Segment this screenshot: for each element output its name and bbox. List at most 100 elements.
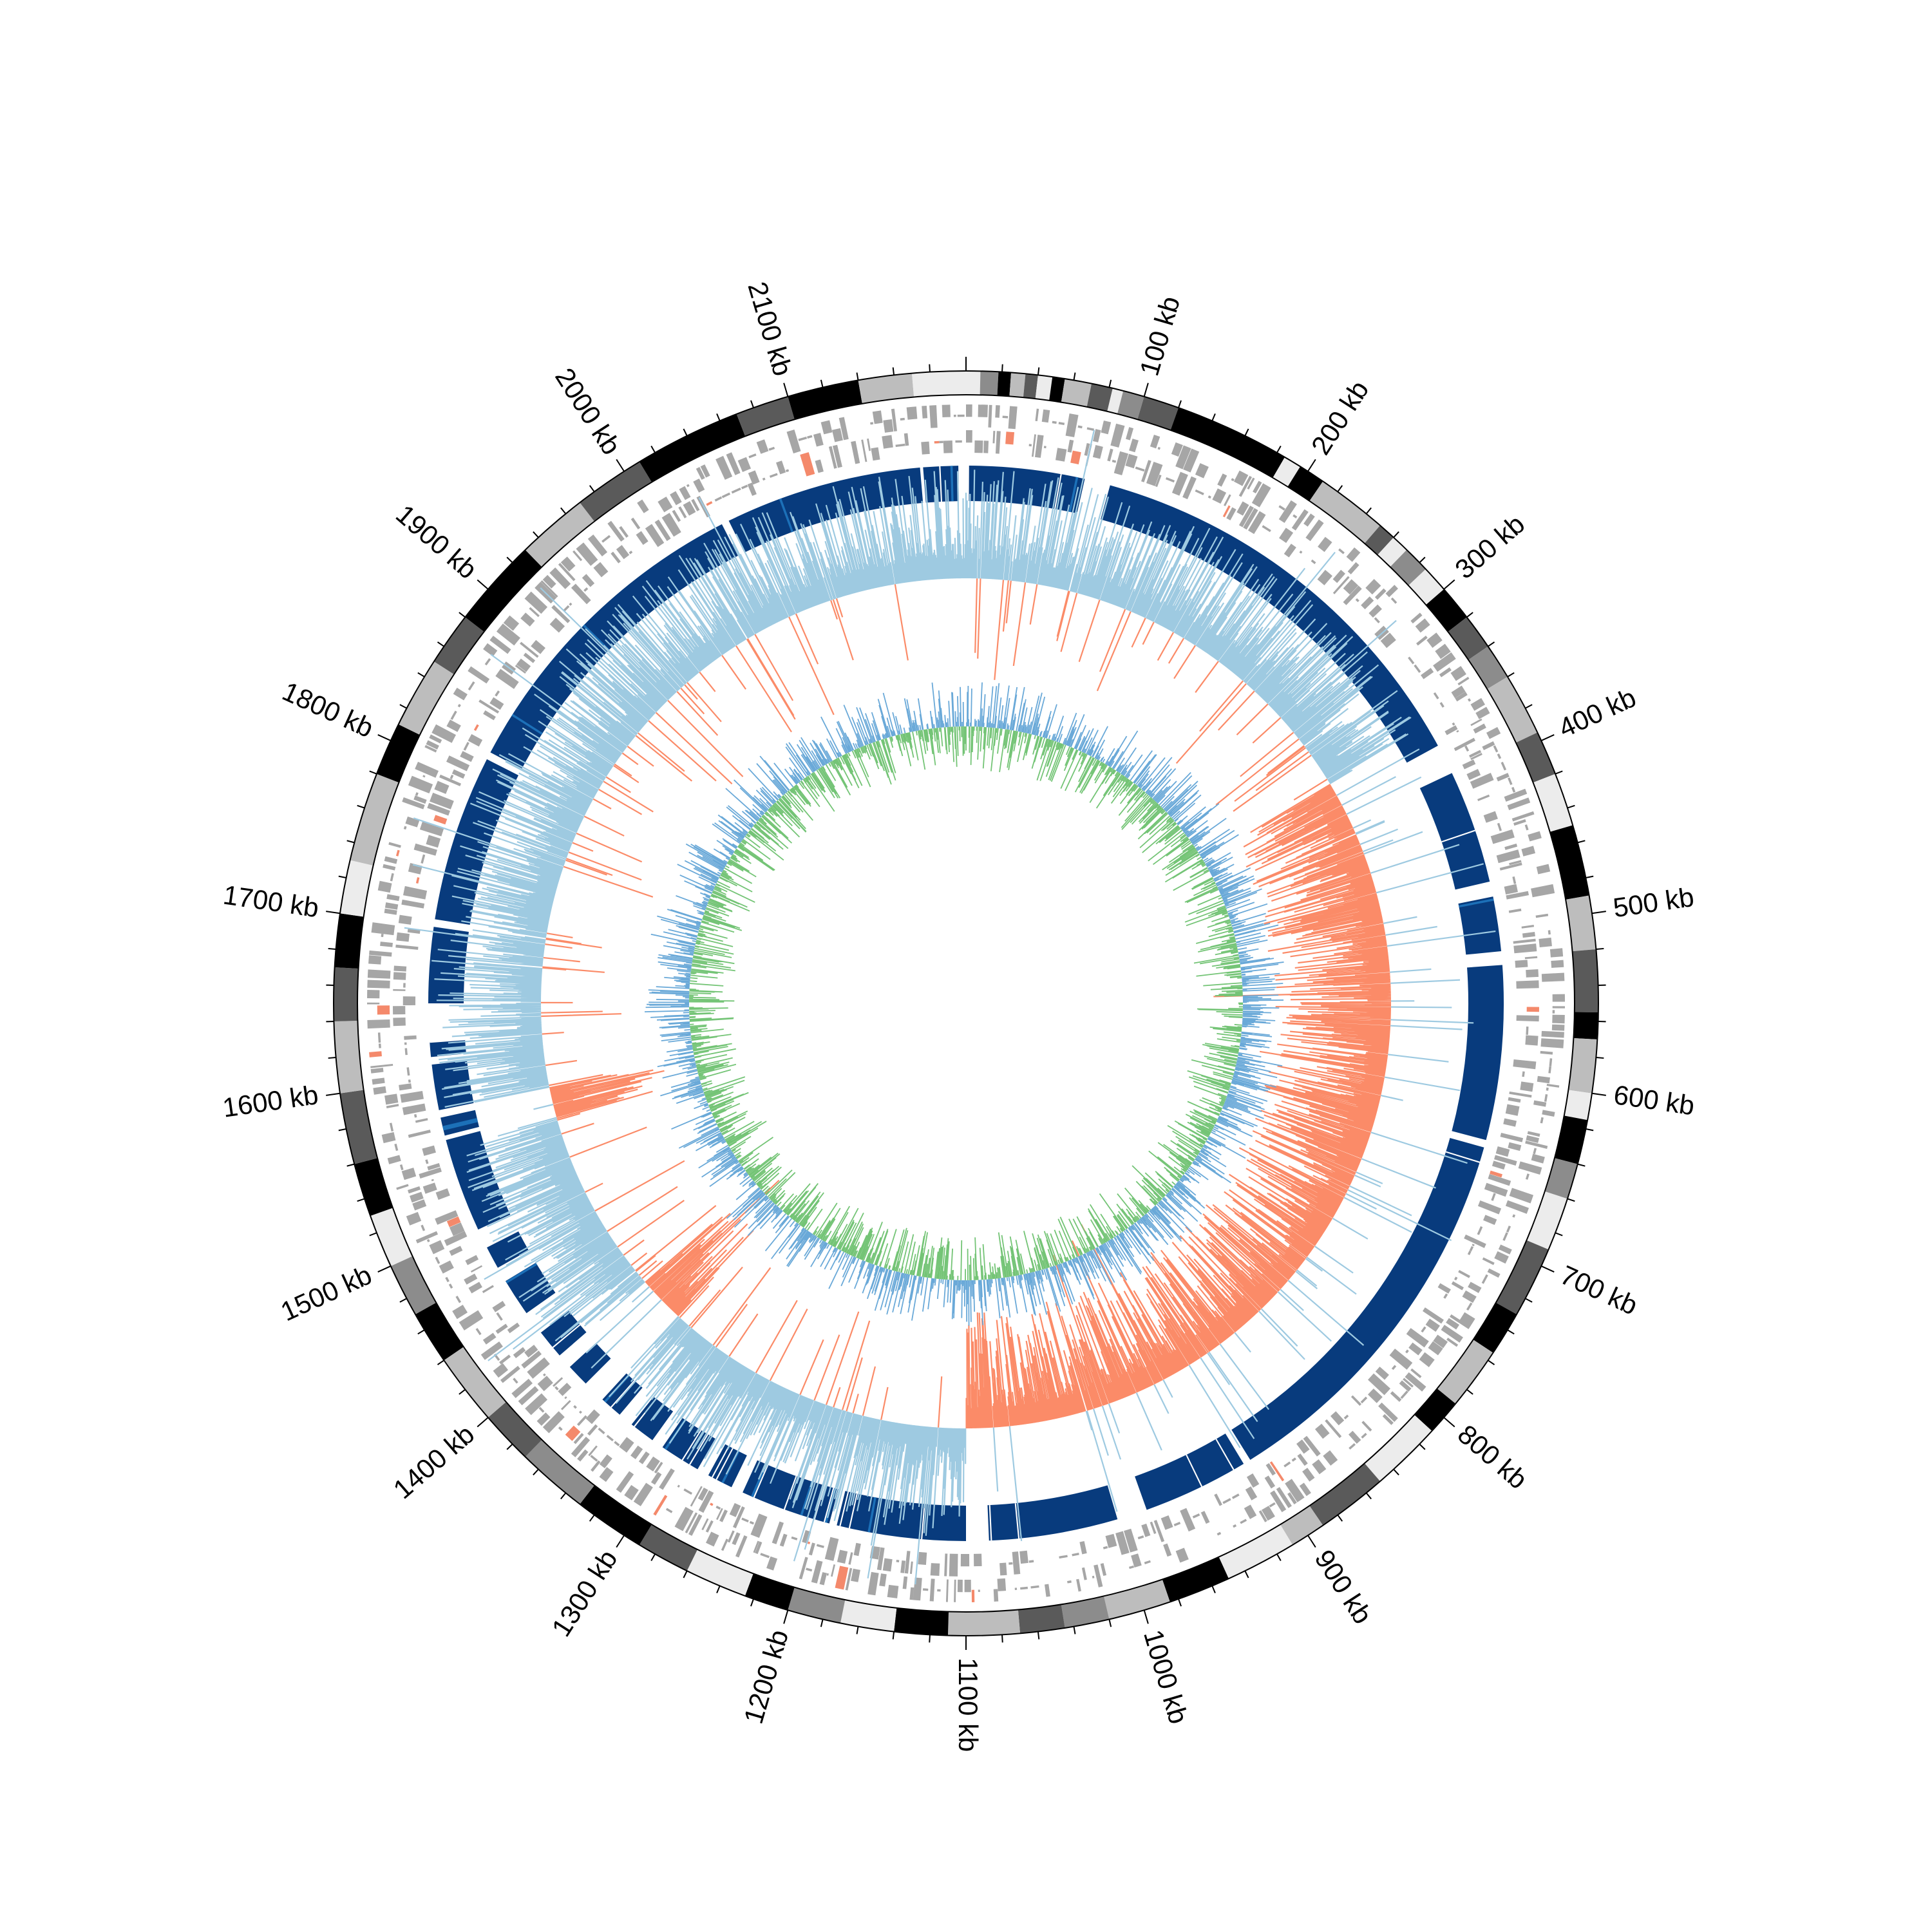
scale-label: 1900 kb (390, 498, 483, 584)
tick-marks (326, 357, 1606, 1650)
outer-band-segment (580, 1485, 652, 1545)
outer-band-segment (1137, 396, 1179, 430)
outer-band-segment (1426, 589, 1467, 632)
outer-band-segment (415, 1302, 464, 1361)
outer-band-border (357, 394, 1575, 1613)
outer-band-segment (1117, 390, 1144, 420)
outer-band-segment (1049, 377, 1065, 402)
outer-band-segment (1377, 537, 1407, 567)
outer-band-segment (1018, 1604, 1065, 1634)
outer-band-segment (687, 1549, 753, 1596)
blast-hit-segment (540, 1310, 587, 1356)
outer-band-segment (433, 617, 484, 675)
gc-content-track (644, 682, 1284, 1326)
scale-label: 400 kb (1554, 682, 1640, 743)
outer-band-segment (1035, 375, 1053, 401)
outer-band-segment (333, 967, 359, 1022)
outer-band-segment (1437, 1340, 1493, 1404)
outer-band-segment (1061, 379, 1092, 407)
outer-band-segment (1104, 1579, 1170, 1620)
gc-skew-track (404, 430, 1496, 1585)
scale-label: 1000 kb (1138, 1626, 1194, 1727)
scale-label: 2100 kb (742, 278, 798, 379)
gc-skew-negative (540, 578, 1392, 1429)
gc-content-below (689, 726, 1244, 1281)
scale-label: 100 kb (1133, 293, 1186, 379)
outer-band-segment (1364, 1414, 1432, 1482)
outer-band-segment (1549, 825, 1589, 900)
outer-band-segment (1287, 466, 1323, 501)
outer-band-segment (1364, 525, 1394, 555)
scale-label: 900 kb (1309, 1544, 1378, 1629)
outer-band-segment (1566, 895, 1596, 952)
outer-band-segment (376, 724, 420, 783)
outer-band-segment (1468, 646, 1508, 689)
outer-band-segment (840, 1600, 897, 1632)
outer-band-segment (1573, 1012, 1598, 1040)
outer-band-segment (894, 1607, 949, 1636)
outer-band-segment (639, 1524, 698, 1571)
blast-hit-segment (708, 1444, 747, 1488)
outer-band-segment (1061, 1596, 1110, 1628)
outer-band-segment (858, 373, 914, 404)
outer-band-segment (1495, 1240, 1549, 1314)
blast-hit-segment (728, 468, 923, 553)
blast-hit-segment (1452, 965, 1504, 1141)
outer-band-segment (1515, 732, 1556, 783)
blast-hit-segment (1231, 1138, 1484, 1460)
scale-label: 600 kb (1612, 1079, 1697, 1121)
scale-label: 800 kb (1452, 1419, 1533, 1495)
outer-band-segment (1544, 1158, 1578, 1199)
blast-hit-segment (446, 1131, 511, 1230)
outer-band-segment (1170, 408, 1285, 478)
blast-hit-segment (428, 927, 469, 1003)
outer-band-segment (1414, 1388, 1456, 1431)
outer-band-segment (744, 1573, 795, 1611)
outer-band-segment (580, 462, 652, 522)
scale-label: 1200 kb (738, 1626, 794, 1727)
outer-band-segment (911, 371, 966, 397)
outer-band-segment (639, 413, 746, 482)
scale-label: 1800 kb (278, 676, 378, 743)
outer-band-segment (334, 1020, 364, 1094)
blast-hit-segment (1458, 896, 1502, 955)
outer-band-segment (354, 1158, 393, 1216)
gc-content-above (644, 682, 1284, 1326)
blast-hit-segment (662, 1417, 715, 1470)
outer-band-segment (1309, 481, 1381, 544)
outer-band-segment (1280, 1506, 1323, 1545)
outer-band-segment (398, 661, 455, 735)
outer-band-segment (1162, 1557, 1229, 1602)
outer-band-segment (736, 396, 795, 437)
outer-band-segment (1086, 383, 1113, 412)
outer-band-segment (444, 1347, 506, 1418)
outer-band-track (333, 370, 1599, 1636)
blast-hit-segment (987, 1485, 1118, 1541)
scale-label: 700 kb (1556, 1260, 1642, 1321)
outer-band-segment (1572, 949, 1599, 1013)
scale-label: 500 kb (1611, 882, 1696, 923)
outer-band-segment (1554, 1115, 1588, 1164)
outer-band-segment (788, 380, 862, 420)
scale-label: 1500 kb (276, 1260, 376, 1327)
outer-band-segment (966, 371, 981, 395)
scale-label: 200 kb (1305, 375, 1375, 460)
blast-hit-segment (1419, 773, 1490, 890)
outer-band-segment (465, 549, 542, 632)
blast-hit-segment (487, 1231, 529, 1268)
outer-band-segment (370, 1208, 413, 1266)
scale-label: 1100 kb (953, 1658, 983, 1752)
outer-band-segment (350, 773, 399, 866)
outer-band-segment (1390, 549, 1426, 586)
outer-band-segment (980, 371, 999, 396)
outer-band-segment (1107, 388, 1124, 414)
scale-label: 1300 kb (545, 1544, 623, 1642)
outer-band-segment (947, 1609, 1021, 1636)
outer-band-segment (788, 1587, 846, 1624)
outer-band-segment (1533, 773, 1573, 832)
scale-label: 2000 kb (549, 363, 627, 460)
gc-skew-positive (404, 430, 1496, 1585)
outer-band-segment (1408, 569, 1444, 605)
outer-band-border (333, 370, 1599, 1636)
scale-label: 300 kb (1449, 509, 1530, 585)
